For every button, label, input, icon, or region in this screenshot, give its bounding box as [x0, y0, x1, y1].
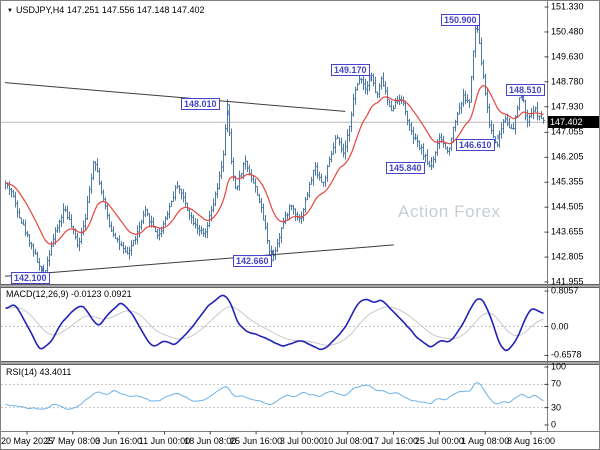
rsi-axis-tick: 0	[551, 419, 557, 430]
price-annotation: 145.840	[386, 162, 425, 175]
price-annotation: 146.610	[456, 139, 495, 152]
macd-axis-tick: 0.8057	[551, 285, 579, 296]
rsi-axis-tick: 30	[551, 402, 562, 413]
price-annotation: 148.010	[181, 98, 220, 111]
time-axis-label: 20 May 2025	[0, 436, 54, 446]
symbol-label: USDJPY,H4	[15, 5, 65, 15]
rsi-axis-tick: 100	[551, 361, 567, 372]
y-axis-tick: 141.955	[551, 276, 584, 287]
y-axis-tick: 146.205	[551, 151, 584, 162]
y-axis-tick: 151.330	[551, 1, 584, 12]
rsi-axis-tick: 70	[551, 378, 562, 389]
time-axis-label: 25 Jul 00:00	[414, 436, 464, 446]
time-axis-label: 1 Aug 08:00	[461, 436, 510, 446]
macd-panel-label: MACD(12,26,9) -0.0123 0.0921	[6, 289, 132, 299]
price-annotation: 148.510	[506, 83, 545, 96]
time-axis-label: 18 Jun 08:00	[184, 436, 237, 446]
rsi-panel-label: RSI(14) 43.4011	[6, 367, 72, 377]
y-axis-tick: 145.355	[551, 176, 584, 187]
time-axis-label: 25 Jun 16:00	[230, 436, 283, 446]
y-axis-tick: 149.630	[551, 51, 584, 62]
symbol-dropdown-icon[interactable]: ▼	[7, 8, 13, 14]
macd-axis-tick: -0.6578	[551, 349, 582, 360]
time-axis-label: 10 Jul 08:00	[323, 436, 373, 446]
time-axis-label: 8 Aug 16:00	[506, 436, 556, 446]
time-axis-label: 11 Jun 00:00	[138, 436, 191, 446]
time-axis-label: 17 Jul 16:00	[369, 436, 419, 446]
price-annotation: 142.100	[11, 271, 50, 284]
chart-title: ▼ USDJPY,H4 147.251 147.556 147.148 147.4…	[7, 6, 204, 15]
watermark: Action Forex	[398, 202, 501, 221]
time-axis-label: 3 Jul 00:00	[279, 436, 324, 446]
time-axis-label: 27 May 08:00	[45, 436, 101, 446]
macd-axis-tick: 0.00	[551, 321, 569, 331]
y-axis-tick: 148.780	[551, 76, 584, 87]
ohlc-values: 147.251 147.556 147.148 147.402	[66, 5, 205, 15]
y-axis-tick: 142.805	[551, 251, 584, 262]
time-axis-label: 3 Jun 16:00	[95, 436, 143, 446]
price-annotation: 150.900	[441, 13, 480, 26]
y-axis-tick: 143.655	[551, 226, 584, 237]
y-axis-tick: 147.930	[551, 101, 584, 112]
y-axis-tick: 144.505	[551, 201, 584, 212]
price-annotation: 149.170	[331, 64, 370, 77]
y-axis-tick: 150.480	[551, 26, 584, 37]
price-annotation: 142.660	[233, 255, 272, 268]
y-axis-tick: 147.055	[551, 126, 584, 137]
current-price-badge: 147.402	[548, 116, 599, 128]
